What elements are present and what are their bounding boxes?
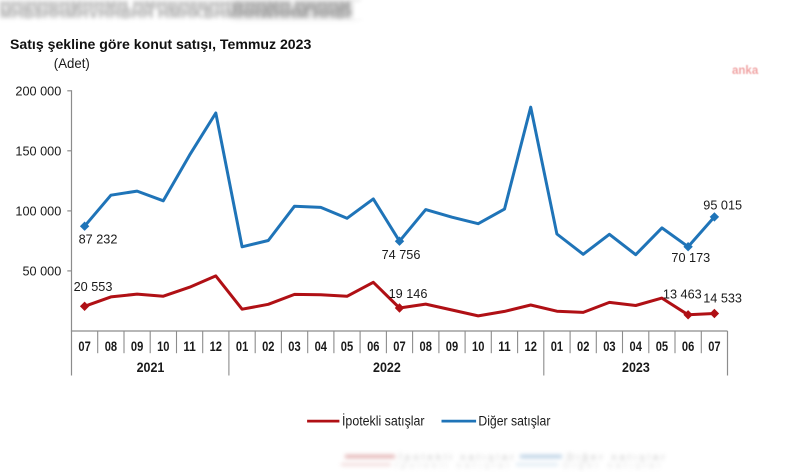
svg-text:06: 06 [367,339,380,354]
svg-text:09: 09 [446,339,459,354]
svg-text:05: 05 [341,339,354,354]
svg-text:12: 12 [210,339,223,354]
svg-text:200 000: 200 000 [15,84,61,98]
svg-text:50 000: 50 000 [22,265,61,279]
svg-text:03: 03 [603,339,616,354]
svg-text:12: 12 [525,339,538,354]
svg-text:70 173: 70 173 [671,251,710,265]
svg-text:05: 05 [656,339,669,354]
svg-text:10: 10 [157,339,170,354]
svg-text:10: 10 [472,339,485,354]
svg-text:2022: 2022 [373,360,401,375]
svg-text:87 232: 87 232 [79,233,118,247]
svg-text:100 000: 100 000 [15,205,61,219]
svg-text:2021: 2021 [137,360,165,375]
svg-text:04: 04 [630,339,643,354]
svg-text:01: 01 [551,339,564,354]
svg-text:06: 06 [682,339,695,354]
svg-text:19 146: 19 146 [389,287,428,301]
svg-text:74 756: 74 756 [382,248,421,262]
svg-text:02: 02 [577,339,590,354]
svg-text:İpotekli satışlar: İpotekli satışlar [342,412,425,430]
svg-text:09: 09 [131,339,144,354]
svg-text:07: 07 [78,339,91,354]
svg-text:(Adet): (Adet) [54,56,90,71]
svg-text:11: 11 [498,339,511,354]
svg-text:07: 07 [708,339,721,354]
svg-text:95 015: 95 015 [703,198,742,212]
svg-text:02: 02 [262,339,275,354]
svg-text:20 553: 20 553 [74,280,113,294]
svg-text:2023: 2023 [622,360,650,375]
svg-text:08: 08 [420,339,433,354]
svg-text:Diğer satışlar: Diğer satışlar [478,414,550,430]
svg-text:01: 01 [236,339,249,354]
svg-text:03: 03 [288,339,301,354]
svg-text:11: 11 [183,339,196,354]
svg-text:04: 04 [315,339,328,354]
svg-text:07: 07 [393,339,406,354]
svg-text:150 000: 150 000 [15,144,61,158]
svg-text:08: 08 [105,339,118,354]
svg-text:13 463: 13 463 [663,287,702,301]
svg-text:14 533: 14 533 [703,292,742,306]
